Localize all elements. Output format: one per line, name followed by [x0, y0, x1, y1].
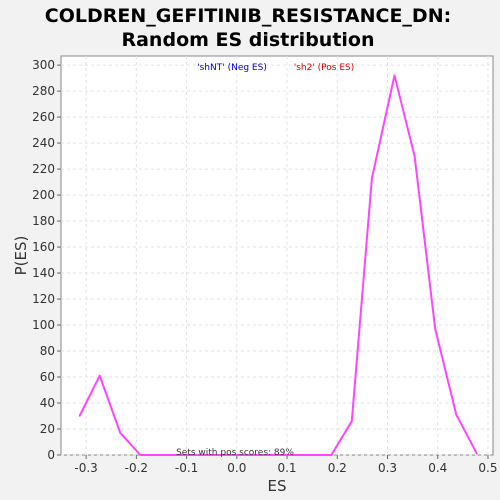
data-point [302, 454, 304, 456]
y-tick-label: 240 [32, 136, 55, 150]
y-tick-label: 220 [32, 162, 55, 176]
x-axis-label: ES [268, 477, 287, 495]
data-point [241, 454, 244, 456]
data-point [139, 454, 142, 456]
data-point [393, 74, 396, 77]
x-tick-label: 0.3 [378, 461, 397, 475]
y-tick-label: 280 [32, 84, 55, 98]
data-point [220, 454, 223, 456]
y-tick-label: 300 [32, 58, 55, 72]
data-point [282, 454, 284, 456]
x-tick-label: 0.4 [428, 461, 447, 475]
data-point [261, 454, 264, 456]
data-point [78, 415, 81, 417]
data-point [200, 454, 203, 456]
pos-scores-annotation: Sets with pos scores: 89% [176, 448, 294, 458]
x-tick-label: 0.2 [328, 461, 347, 475]
data-point [455, 413, 458, 416]
y-tick-label: 40 [40, 396, 55, 410]
y-tick-label: 120 [32, 292, 55, 306]
data-point [413, 155, 416, 157]
x-tick-label: -0.2 [125, 461, 148, 475]
data-point [476, 452, 478, 455]
y-tick-label: 260 [32, 110, 55, 124]
chart-title-line-2: Random ES distribution [121, 29, 374, 51]
data-point [98, 374, 101, 377]
data-point [180, 454, 182, 456]
x-tick-label: 0.0 [227, 461, 246, 475]
y-tick-label: 100 [32, 318, 55, 332]
y-tick-label: 80 [40, 344, 55, 358]
data-point [119, 432, 122, 434]
y-axis-label: P(ES) [12, 236, 30, 276]
data-point [434, 328, 437, 330]
y-tick-label: 0 [47, 448, 55, 462]
data-point [371, 177, 373, 179]
y-tick-label: 60 [40, 370, 55, 384]
chart-title-line-1: COLDREN_GEFITINIB_RESISTANCE_DN: [45, 5, 451, 27]
legend-entry: 'shNT' (Neg ES) [197, 63, 267, 73]
x-tick-label: -0.1 [175, 461, 198, 475]
plot-area [60, 55, 494, 456]
data-point [160, 454, 162, 456]
x-tick-label: -0.3 [74, 461, 97, 475]
data-point [322, 454, 325, 456]
x-tick-label: 0.5 [478, 461, 497, 475]
x-tick-label: 0.1 [277, 461, 296, 475]
data-point [330, 454, 333, 456]
y-tick-label: 20 [40, 422, 55, 436]
y-tick-label: 180 [32, 214, 55, 228]
y-tick-label: 160 [32, 240, 55, 254]
y-tick-label: 200 [32, 188, 55, 202]
y-tick-label: 140 [32, 266, 55, 280]
legend-entry: 'sh2' (Pos ES) [294, 63, 355, 73]
data-point [351, 420, 353, 423]
